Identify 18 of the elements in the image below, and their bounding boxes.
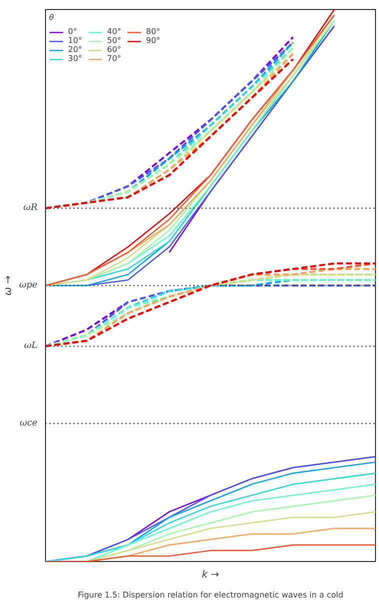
legend-label: 90° (146, 36, 162, 45)
legend-label: 80° (146, 27, 162, 36)
legend-label: 60° (107, 45, 122, 54)
legend-label: 40° (107, 27, 122, 36)
caption: Figure 1.5: Dispersion relation for electromagnetic waves in a cold (78, 590, 344, 600)
legend-label: 30° (68, 54, 84, 63)
legend-label: 50° (107, 36, 122, 45)
ref-line-label: ωce (20, 418, 38, 428)
ref-line-label: ωL (24, 341, 38, 352)
ref-line-label: ωpe (19, 280, 38, 290)
y-axis-title: ω → (3, 276, 14, 296)
legend-label: 20° (68, 45, 84, 54)
legend-label: 0° (68, 27, 78, 36)
x-axis-title: k → (202, 570, 220, 580)
legend-title: θ (49, 13, 55, 22)
ref-line-label: ωR (23, 203, 38, 214)
legend-label: 10° (68, 36, 84, 45)
legend-label: 70° (107, 54, 122, 63)
